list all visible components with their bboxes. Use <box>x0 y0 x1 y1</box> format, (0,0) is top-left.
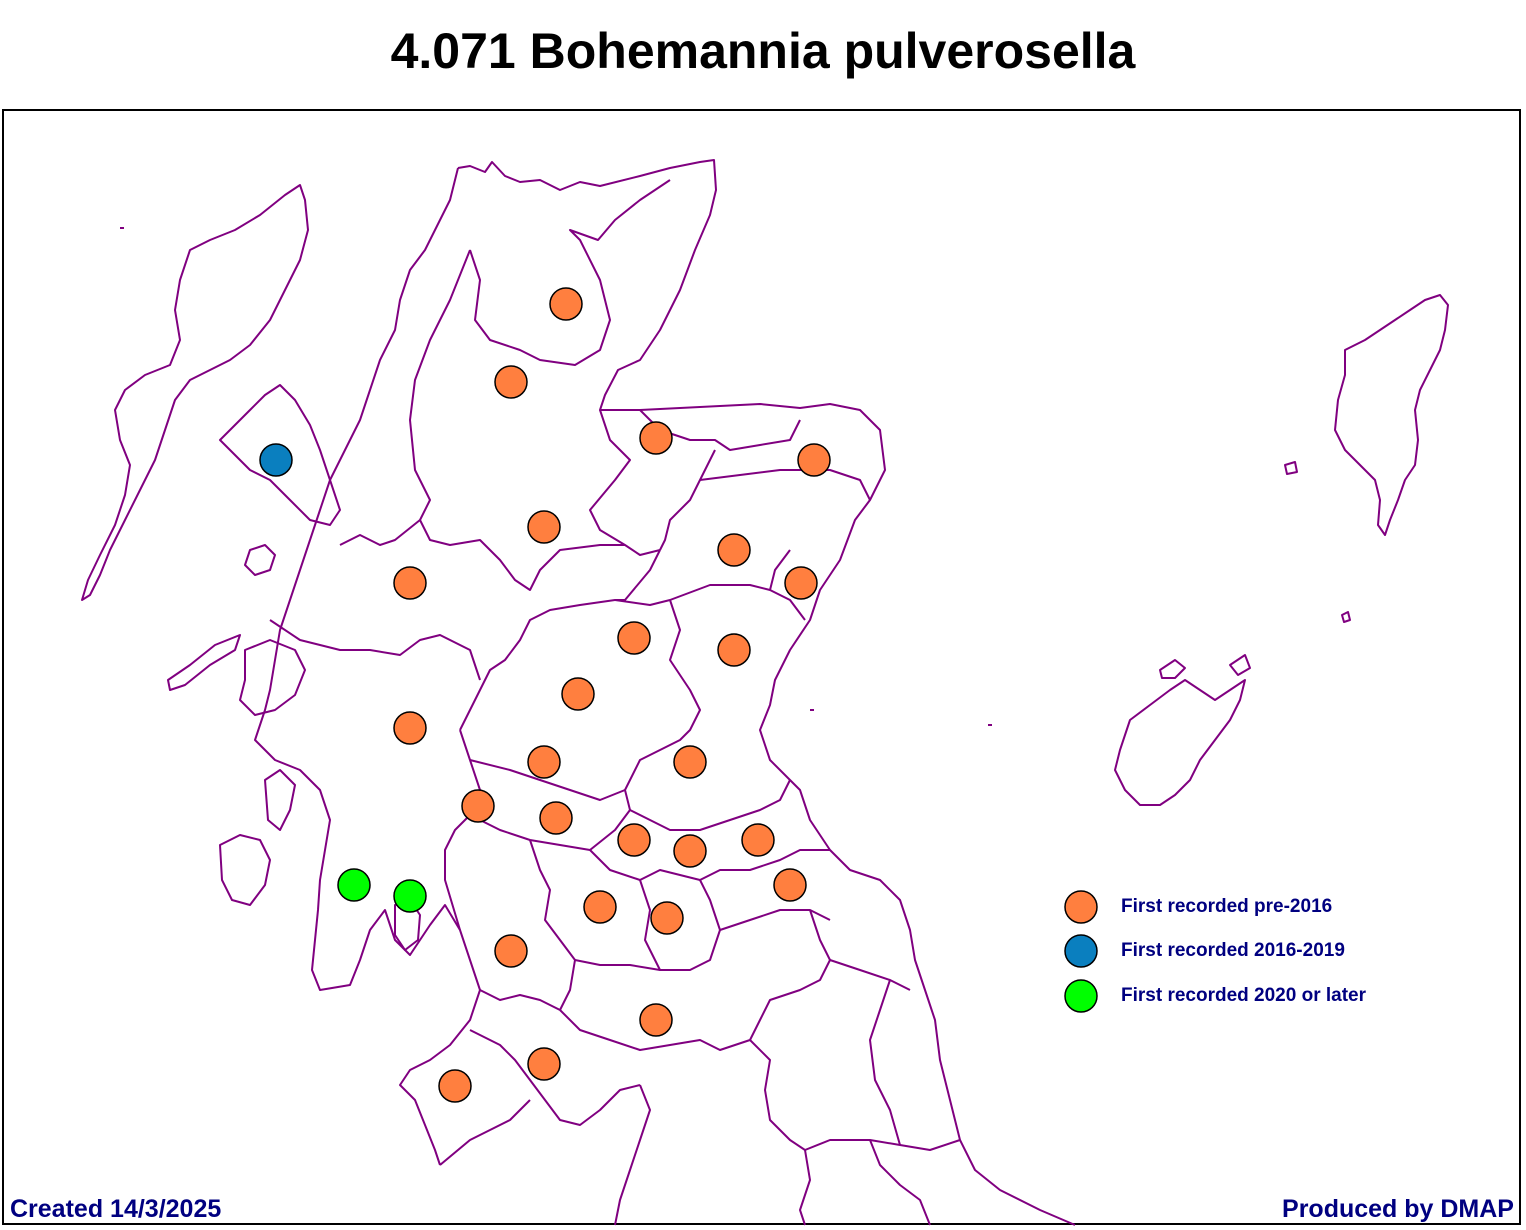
skye <box>219 384 341 526</box>
record-dot-pre-2016 <box>494 365 528 399</box>
vc-boundary <box>469 1029 641 1126</box>
vc-boundary <box>799 1149 811 1226</box>
vc-boundary <box>479 989 561 1011</box>
orkney-islet <box>1229 654 1251 676</box>
map-frame <box>2 109 1521 1225</box>
legend-label: First recorded 2020 or later <box>1121 985 1367 1006</box>
record-dot-pre-2016 <box>717 533 751 567</box>
record-dot-pre-2016 <box>650 901 684 935</box>
outer-hebrides <box>81 184 309 601</box>
record-dot-2020-later <box>393 879 427 913</box>
record-dot-pre-2016 <box>639 421 673 455</box>
shetland-islet <box>1284 461 1298 475</box>
record-dot-pre-2016 <box>617 823 651 857</box>
west-coastline <box>254 167 481 1166</box>
vc-boundary <box>469 179 671 366</box>
record-dot-pre-2016 <box>527 745 561 779</box>
vc-boundary <box>529 839 576 1011</box>
vice-county-boundaries <box>81 159 1449 1226</box>
vc-boundary <box>459 549 661 731</box>
legend-marker-2016-2019 <box>1064 934 1098 968</box>
record-dot-pre-2016 <box>673 834 707 868</box>
record-dot-pre-2016 <box>393 566 427 600</box>
record-dot-pre-2016 <box>494 934 528 968</box>
record-dot-pre-2016 <box>617 621 651 655</box>
record-dot-2020-later <box>337 868 371 902</box>
vc-boundary <box>339 519 421 546</box>
created-date: Created 14/3/2025 <box>10 1195 222 1223</box>
vc-boundary <box>614 1084 651 1226</box>
record-dot-pre-2016 <box>438 1069 472 1103</box>
vc-boundary <box>769 549 791 591</box>
mainland-coastline <box>457 159 1076 1226</box>
vc-boundary <box>589 849 830 881</box>
small-isle-rum <box>244 544 276 576</box>
record-dot-pre-2016 <box>393 711 427 745</box>
map-title: 4.071 Bohemannia pulverosella <box>390 23 1136 79</box>
record-dot-pre-2016 <box>561 677 595 711</box>
vc-boundary <box>869 1139 931 1226</box>
vc-boundary <box>574 959 661 971</box>
vc-boundary <box>659 449 716 551</box>
legend-labels: First recorded pre-2016 First recorded 20… <box>1121 896 1367 1006</box>
record-dot-pre-2016 <box>639 1003 673 1037</box>
shetland-islet <box>1341 611 1351 623</box>
record-dot-pre-2016 <box>549 287 583 321</box>
record-dot-pre-2016 <box>773 868 807 902</box>
record-dot-pre-2016 <box>797 443 831 477</box>
small-isle-coll <box>167 634 241 691</box>
shetland <box>1334 294 1449 536</box>
vc-boundary <box>749 1039 806 1151</box>
vc-boundary <box>469 779 791 851</box>
vc-boundary <box>614 584 806 621</box>
record-dot-pre-2016 <box>461 789 495 823</box>
record-dot-pre-2016 <box>741 823 775 857</box>
vc-boundary <box>444 729 481 931</box>
record-dot-pre-2016 <box>673 745 707 779</box>
legend-marker-2020-later <box>1064 979 1098 1013</box>
orkney-islet <box>1159 659 1186 679</box>
orkney <box>1114 679 1246 806</box>
produced-by: Produced by DMAP <box>1282 1195 1514 1223</box>
record-dot-pre-2016 <box>583 890 617 924</box>
record-dot-2016-2019 <box>259 443 293 477</box>
vc-boundary <box>409 249 661 591</box>
vc-boundary <box>699 469 871 501</box>
vc-boundary <box>559 909 831 1051</box>
vc-boundary <box>269 619 481 681</box>
jura <box>264 769 296 831</box>
record-dot-pre-2016 <box>527 1047 561 1081</box>
legend-marker-pre-2016 <box>1064 890 1098 924</box>
vc-boundary <box>439 1099 531 1166</box>
vc-boundary <box>869 979 901 1146</box>
record-dots <box>259 287 831 1103</box>
record-dot-pre-2016 <box>784 566 818 600</box>
vc-boundary <box>624 599 701 811</box>
mull <box>239 639 306 716</box>
record-dot-pre-2016 <box>717 633 751 667</box>
record-dot-pre-2016 <box>527 510 561 544</box>
vc-boundary <box>804 1139 961 1151</box>
vc-boundary <box>639 879 721 971</box>
vc-boundary <box>589 409 631 546</box>
legend-label: First recorded 2016-2019 <box>1121 940 1345 961</box>
vc-boundary <box>719 909 831 931</box>
record-dot-pre-2016 <box>539 801 573 835</box>
vc-boundary <box>829 959 911 991</box>
legend-label: First recorded pre-2016 <box>1121 896 1332 917</box>
islay <box>219 834 271 906</box>
legend-markers <box>1064 890 1098 1013</box>
vc-boundary <box>469 759 626 801</box>
